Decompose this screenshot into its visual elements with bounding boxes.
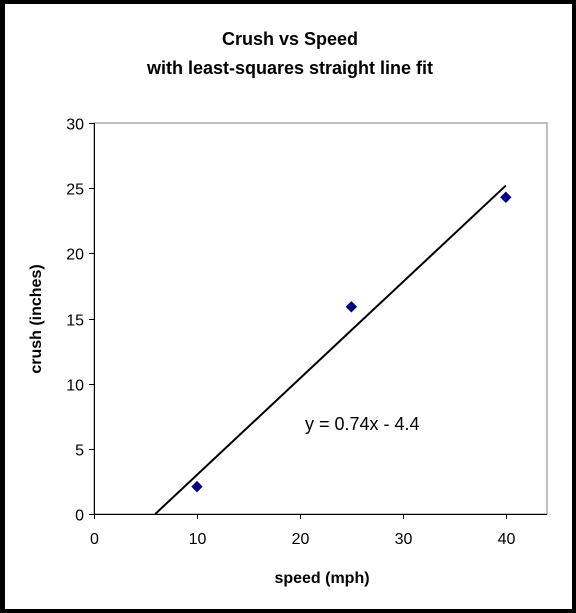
- x-tick-label: 40: [498, 531, 516, 548]
- y-tick-label: 10: [66, 378, 84, 395]
- data-point: [191, 480, 203, 493]
- y-axis-title: crush (inches): [28, 264, 45, 373]
- x-axis-title: speed (mph): [274, 570, 369, 587]
- chart-title: Crush vs Speed: [222, 29, 358, 49]
- data-point: [345, 301, 358, 313]
- x-tick-label: 0: [90, 531, 99, 548]
- y-tick-label: 15: [66, 313, 84, 330]
- x-tick-label: 30: [395, 531, 413, 548]
- x-axis-ticks: 0 10 20 30 40: [90, 514, 516, 548]
- y-tick-label: 30: [66, 117, 84, 134]
- y-tick-label: 25: [66, 182, 84, 199]
- trendline-equation: y = 0.74x - 4.4: [305, 414, 420, 434]
- x-tick-label: 10: [189, 531, 207, 548]
- trendline-layer: [154, 184, 507, 515]
- chart-subtitle: with least-squares straight line fit: [146, 58, 433, 78]
- trendline: [154, 184, 507, 515]
- y-axis-ticks: 0 5 10 15 20 25 30: [66, 117, 94, 525]
- x-tick-label: 20: [292, 531, 310, 548]
- chart: Crush vs Speed with least-squares straig…: [28, 29, 548, 587]
- plot-area: [93, 122, 548, 515]
- y-tick-label: 0: [75, 508, 84, 525]
- y-tick-label: 20: [66, 247, 84, 264]
- chart-area: Crush vs Speed with least-squares straig…: [5, 4, 572, 609]
- data-points: [191, 191, 512, 493]
- data-point: [500, 191, 512, 203]
- y-tick-label: 5: [75, 443, 84, 460]
